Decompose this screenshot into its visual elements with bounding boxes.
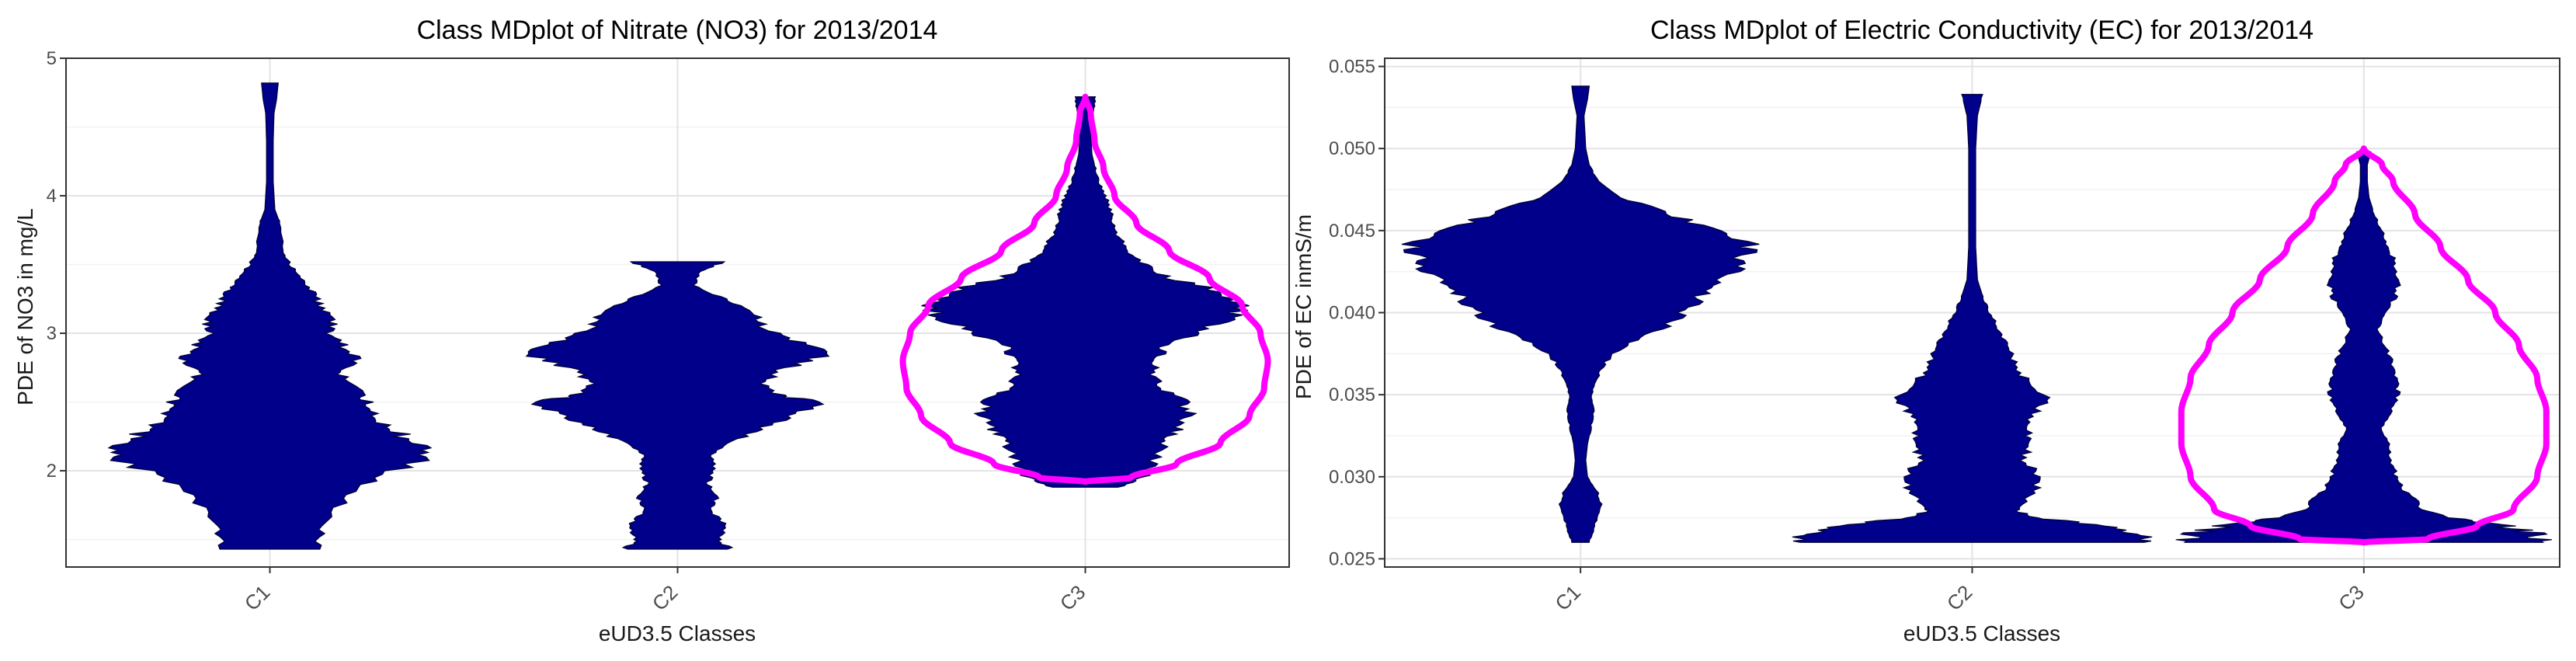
highlight-outline-group	[899, 93, 1271, 485]
violin-group	[1401, 85, 2552, 543]
chart-title: Class MDplot of Nitrate (NO3) for 2013/2…	[417, 16, 938, 45]
chart-panel-conductivity: Class MDplot of Electric Conductivity (E…	[1291, 16, 2560, 645]
x-tick-label-c1: C1	[1550, 580, 1585, 615]
y-ticks: 2 3 4 5	[47, 48, 66, 482]
x-tick-label-c2: C2	[1942, 580, 1977, 615]
y-ticks: 0.025 0.030 0.035 0.040 0.045 0.050 0.055	[1329, 57, 1385, 569]
violin-c1	[107, 82, 433, 550]
violin-c1	[1401, 85, 1760, 543]
y-tick-label: 0.045	[1329, 221, 1375, 242]
violin-c2	[1792, 93, 2153, 543]
x-tick-label-c3: C3	[2334, 580, 2369, 615]
y-tick-label: 2	[47, 461, 57, 482]
x-tick-label-c1: C1	[240, 580, 275, 615]
y-axis-label: PDE of EC inmS/m	[1291, 214, 1316, 399]
chart-title: Class MDplot of Electric Conductivity (E…	[1650, 16, 2314, 45]
violin-group	[107, 82, 1250, 550]
x-tick-label-c3: C3	[1055, 580, 1090, 615]
highlight-outline-group	[2178, 145, 2550, 546]
x-axis-label: eUD3.5 Classes	[1903, 621, 2060, 645]
chart-panel-nitrate: Class MDplot of Nitrate (NO3) for 2013/2…	[13, 16, 1290, 645]
x-tick-label-c2: C2	[648, 580, 683, 615]
x-ticks: C1 C2 C3	[240, 567, 1090, 615]
y-tick-label: 0.040	[1329, 303, 1375, 324]
y-tick-label: 4	[47, 186, 57, 207]
y-tick-label: 5	[47, 48, 57, 69]
x-ticks: C1 C2 C3	[1550, 567, 2369, 615]
y-tick-label: 3	[47, 323, 57, 344]
y-tick-label: 0.035	[1329, 384, 1375, 405]
y-axis-label: PDE of NO3 in mg/L	[13, 208, 37, 405]
violin-c3	[921, 96, 1250, 488]
x-axis-label: eUD3.5 Classes	[599, 621, 756, 645]
y-tick-label: 0.050	[1329, 138, 1375, 159]
y-tick-label: 0.055	[1329, 57, 1375, 78]
violin-c3	[2175, 151, 2552, 543]
y-tick-label: 0.025	[1329, 548, 1375, 569]
y-tick-label: 0.030	[1329, 467, 1375, 488]
highlight-outline-c3	[2178, 145, 2550, 546]
violin-c2	[525, 261, 830, 550]
highlight-outline-c3	[899, 93, 1271, 485]
